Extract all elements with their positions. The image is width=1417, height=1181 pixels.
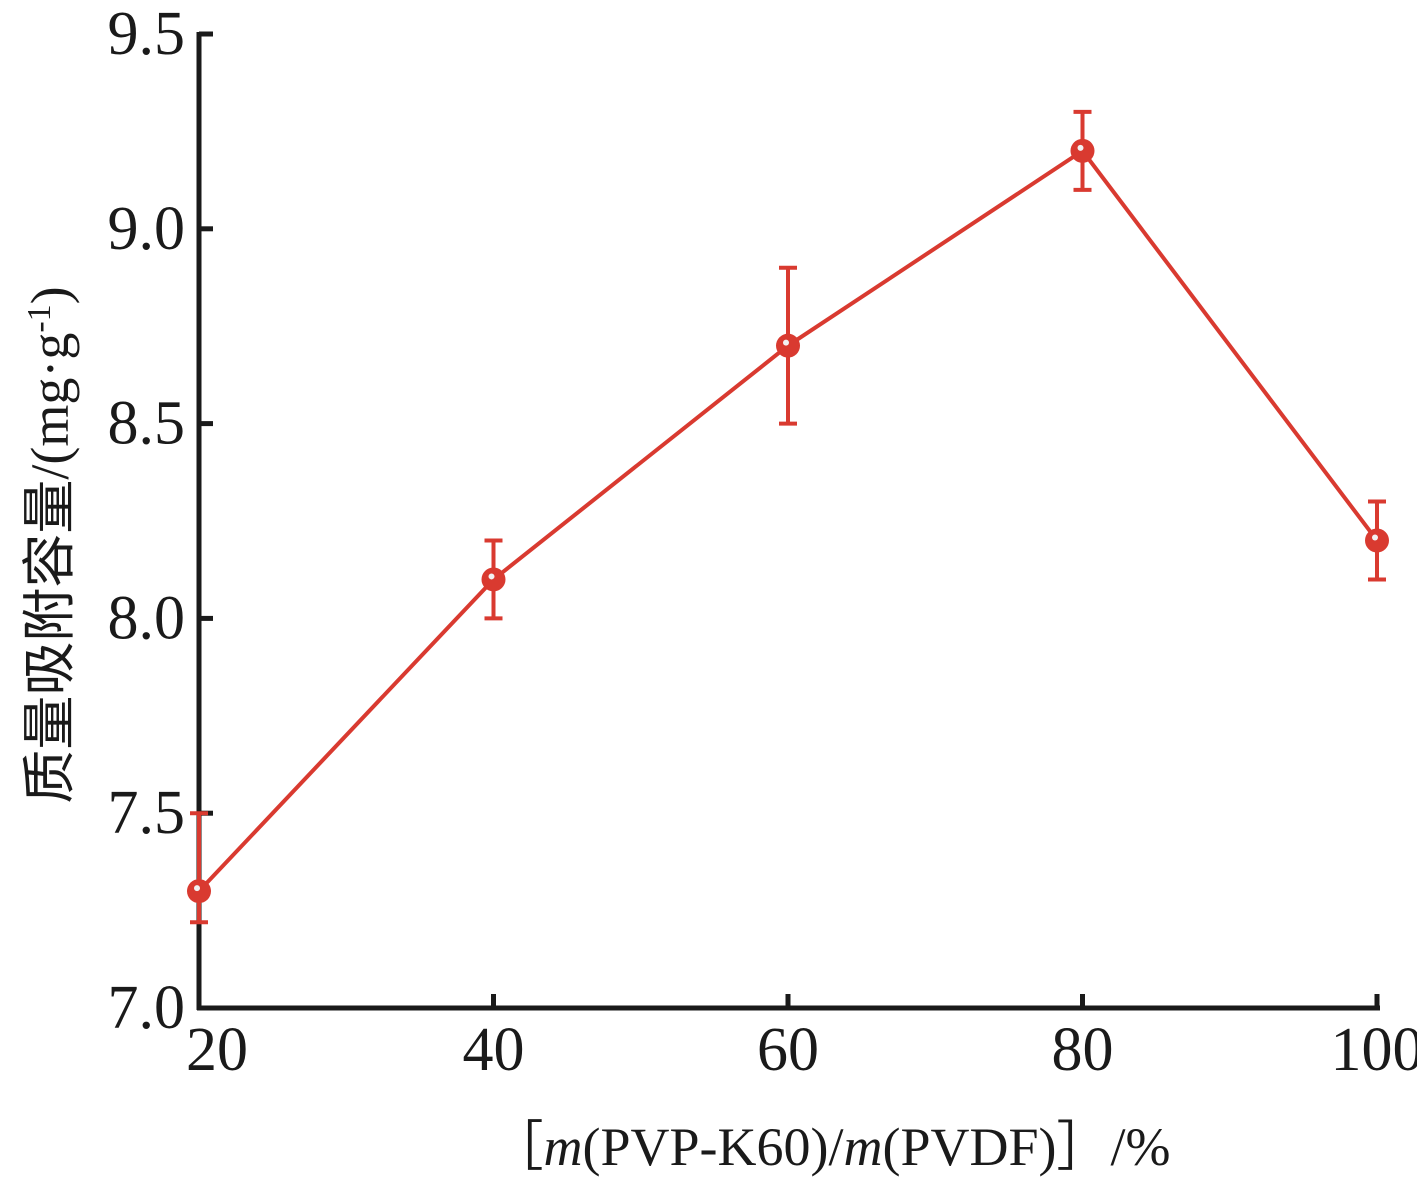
data-point bbox=[1070, 138, 1095, 163]
x-axis-title-den: (PVDF) bbox=[882, 1117, 1056, 1177]
x-tick-label: 100 bbox=[1331, 1016, 1417, 1084]
x-axis-title-m1: m bbox=[543, 1117, 582, 1177]
data-point bbox=[187, 879, 211, 904]
data-point bbox=[481, 567, 506, 592]
series-line bbox=[197, 148, 1379, 893]
y-axis-title: 质量吸附容量/(mg·g-1) bbox=[20, 286, 80, 803]
x-axis-title-num: (PVP-K60)/ bbox=[582, 1117, 843, 1177]
y-ticks: 7.0 7.5 8.0 8.5 9.0 9.5 bbox=[108, 0, 213, 1042]
y-axis-title-main: 质量吸附容量/(mg·g bbox=[20, 333, 80, 804]
x-tick-label: 60 bbox=[757, 1016, 819, 1084]
x-axis-title-open: ［ bbox=[489, 1117, 543, 1177]
y-tick-label: 9.0 bbox=[108, 195, 186, 263]
data-point bbox=[776, 333, 800, 358]
data-point bbox=[1365, 528, 1389, 553]
y-tick-label: 8.0 bbox=[108, 584, 186, 652]
y-axis-title-sup: -1 bbox=[21, 304, 58, 332]
x-tick-label: 40 bbox=[463, 1016, 525, 1084]
y-tick-label: 8.5 bbox=[108, 390, 186, 458]
x-axis-title-m2: m bbox=[843, 1117, 882, 1177]
data-point-highlight bbox=[488, 573, 495, 580]
data-point-highlight bbox=[1372, 534, 1378, 541]
x-tick-label: 20 bbox=[186, 1016, 248, 1084]
y-axis-title-close: ) bbox=[20, 286, 80, 304]
x-ticks: 20 40 60 80 100 bbox=[186, 994, 1417, 1084]
x-axis-title-close: ］/% bbox=[1057, 1117, 1171, 1177]
data-point-highlight bbox=[783, 339, 789, 346]
x-tick-label: 80 bbox=[1052, 1016, 1114, 1084]
y-tick-label: 9.5 bbox=[108, 0, 186, 68]
data-point-highlight bbox=[1077, 144, 1084, 151]
y-tick-label: 7.5 bbox=[108, 779, 186, 847]
y-tick-label: 7.0 bbox=[108, 974, 186, 1042]
x-axis-title: ［m(PVP-K60)/m(PVDF)］/% bbox=[489, 1117, 1170, 1177]
series-layer bbox=[187, 109, 1389, 925]
data-point-highlight bbox=[194, 885, 200, 892]
